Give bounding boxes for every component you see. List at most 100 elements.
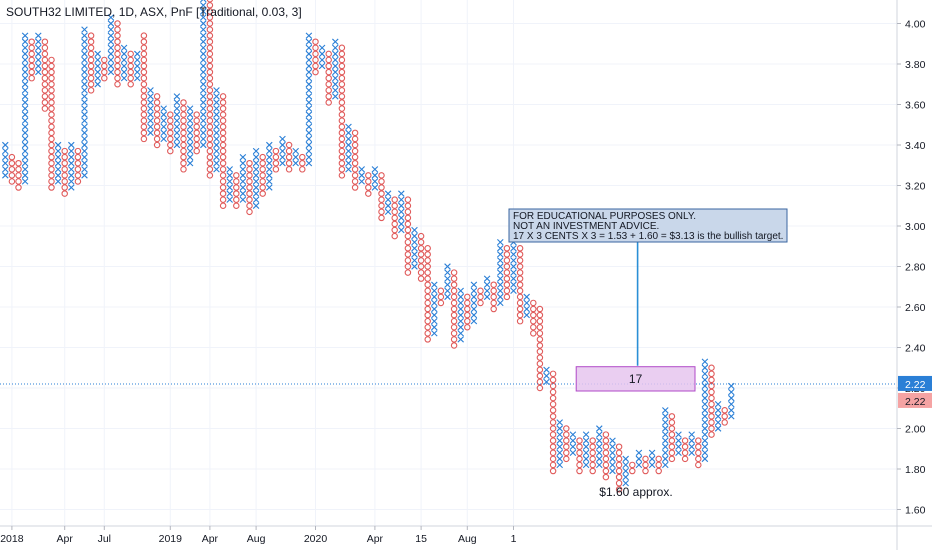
o-box (272, 147, 280, 155)
o-column (378, 172, 385, 222)
o-box (312, 50, 319, 58)
count-box[interactable] (575, 366, 696, 392)
o-box (503, 257, 511, 264)
o-box (404, 245, 412, 252)
note-box[interactable] (508, 208, 788, 243)
o-box (219, 141, 227, 149)
x-box (457, 287, 464, 294)
o-box (668, 455, 676, 463)
x-box (266, 184, 273, 191)
o-box (101, 74, 108, 82)
x-box (728, 413, 735, 420)
y-tick-label: 1.60 (905, 505, 926, 517)
o-box (219, 99, 227, 106)
o-box (576, 449, 583, 457)
x-box (305, 147, 313, 155)
o-box (246, 166, 253, 173)
o-box (74, 178, 82, 185)
o-box (338, 44, 346, 52)
o-box (516, 299, 524, 307)
o-box (589, 443, 596, 450)
x-box (305, 56, 313, 64)
o-box (246, 208, 253, 216)
x-column (2, 141, 9, 179)
x-box (332, 62, 339, 70)
o-box (180, 153, 187, 161)
x-box (134, 68, 141, 76)
x-box (345, 123, 352, 130)
x-column (384, 190, 392, 216)
x-box (54, 172, 62, 179)
o-box (206, 166, 214, 173)
x-box (21, 141, 29, 149)
o-box (48, 68, 55, 76)
x-box (200, 44, 207, 51)
o-box (41, 38, 49, 45)
x-box (200, 123, 207, 130)
o-column (490, 281, 497, 313)
o-box (338, 111, 346, 118)
o-box (87, 56, 95, 64)
x-box (134, 74, 141, 82)
o-box (219, 172, 227, 179)
x-column (569, 431, 577, 456)
x-box (81, 153, 88, 161)
x-box (21, 56, 29, 64)
x-box (635, 461, 643, 469)
o-box (74, 159, 82, 167)
o-column (629, 461, 636, 475)
x-box (292, 147, 299, 155)
x-box (622, 455, 629, 463)
o-box (114, 62, 121, 70)
x-box (411, 226, 418, 234)
x-box (21, 129, 29, 137)
x-box (239, 160, 247, 167)
o-box (708, 382, 715, 390)
o-box (338, 166, 346, 173)
o-box (285, 153, 293, 161)
x-box (470, 299, 478, 307)
o-box (193, 147, 200, 155)
x-box (497, 287, 504, 294)
x-box (94, 68, 101, 76)
o-column (642, 455, 649, 475)
x-box (701, 407, 709, 414)
o-box (417, 275, 425, 282)
x-column (279, 135, 286, 167)
o-box (153, 105, 161, 112)
o-box (74, 147, 82, 155)
o-box (536, 348, 544, 355)
o-column (437, 287, 445, 307)
x-box (200, 26, 207, 33)
x-box (68, 153, 75, 161)
o-box (404, 263, 412, 270)
note-line: 17 X 3 CENTS X 3 = 1.53 + 1.60 = $3.13 i… (513, 231, 783, 242)
x-box (81, 141, 88, 149)
x-box (94, 62, 101, 70)
x-box (279, 153, 286, 161)
o-box (140, 111, 148, 118)
x-box (431, 281, 438, 288)
x-box (252, 184, 260, 191)
x-box (305, 87, 313, 94)
o-column (285, 141, 293, 173)
o-box (549, 455, 557, 463)
o-box (114, 68, 121, 76)
x-box (81, 62, 88, 70)
o-column (233, 172, 240, 210)
x-box (81, 93, 88, 100)
o-column (417, 232, 425, 282)
o-box (206, 93, 214, 100)
o-box (41, 68, 49, 76)
y-tick-label: 3.80 (905, 59, 926, 71)
o-box (549, 382, 557, 390)
o-box (101, 62, 108, 70)
x-box (81, 44, 88, 51)
x-box (81, 166, 88, 173)
x-box (292, 160, 299, 167)
o-box (338, 62, 346, 70)
x-column (345, 123, 352, 173)
x-box (701, 413, 709, 420)
